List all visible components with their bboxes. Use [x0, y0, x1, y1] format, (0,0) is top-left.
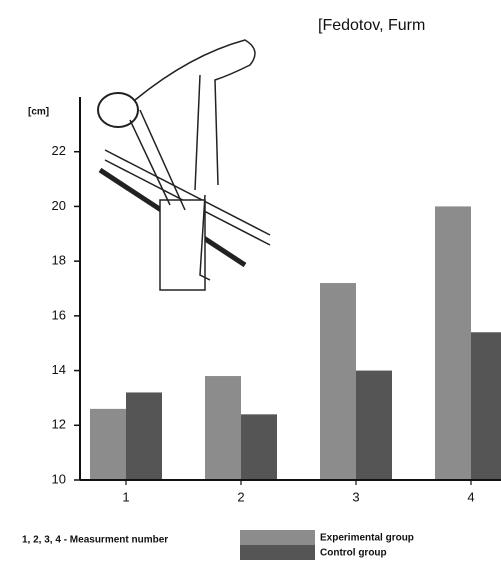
x-tick-label: 1: [122, 489, 129, 504]
y-tick-label: 10: [52, 471, 66, 486]
legend-label: Control group: [320, 548, 387, 559]
y-tick-label: 18: [52, 253, 66, 268]
y-tick-label: 20: [52, 198, 66, 213]
bar: [241, 414, 277, 480]
bar: [471, 332, 501, 480]
bar: [126, 392, 162, 480]
x-tick-label: 4: [467, 489, 474, 504]
bar: [435, 206, 471, 480]
bar: [90, 409, 126, 480]
page: [Fedotov, Furm [cm] 1, 2, 3, 4 - Measurm…: [0, 0, 501, 567]
x-tick-label: 3: [352, 489, 359, 504]
chart: [Fedotov, Furm [cm] 1, 2, 3, 4 - Measurm…: [0, 0, 501, 567]
y-tick-label: 14: [52, 362, 66, 377]
y-tick-label: 22: [52, 143, 66, 158]
bar: [205, 376, 241, 480]
y-tick-label: 12: [52, 417, 66, 432]
bar: [356, 371, 392, 480]
illustration: [98, 40, 270, 290]
legend-swatch: [240, 545, 315, 560]
y-tick-label: 16: [52, 307, 66, 322]
bar: [320, 283, 356, 480]
y-axis-label: [cm]: [28, 107, 49, 118]
legend-swatch: [240, 530, 315, 545]
chart-title: [Fedotov, Furm: [318, 17, 425, 34]
x-tick-label: 2: [237, 489, 244, 504]
legend-label: Experimental group: [320, 533, 414, 544]
x-note: 1, 2, 3, 4 - Measurment number: [22, 535, 168, 546]
